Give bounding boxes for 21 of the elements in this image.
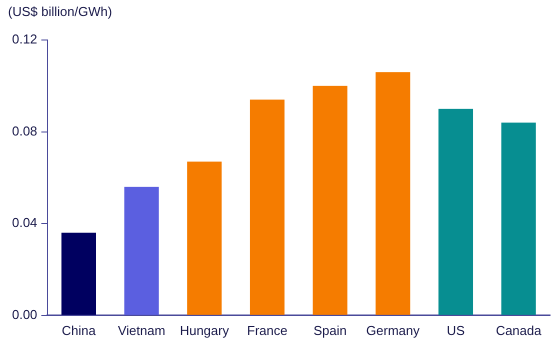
x-tick-label: Hungary: [180, 322, 230, 338]
x-tick-label: China: [62, 322, 96, 338]
bar: [501, 122, 536, 315]
y-tick-label: 0.12: [12, 32, 38, 47]
bar: [312, 86, 348, 315]
x-tick-label: France: [247, 322, 288, 338]
bar: [124, 186, 159, 315]
x-tick-label: Spain: [313, 322, 347, 338]
bar: [187, 162, 222, 315]
y-tick-label: 0.04: [12, 215, 38, 230]
y-tick-label: 0.08: [12, 123, 38, 138]
bar: [376, 72, 410, 315]
bar: [61, 232, 96, 315]
y-axis-title: (US$ billion/GWh): [8, 4, 112, 19]
x-tick-label: US: [446, 322, 466, 338]
bar: [250, 100, 285, 315]
y-tick-label: 0.00: [12, 306, 38, 322]
bar: [438, 108, 474, 315]
x-tick-label: Germany: [366, 322, 420, 338]
x-tick-label: Canada: [496, 322, 542, 338]
x-tick-label: Vietnam: [118, 322, 166, 338]
